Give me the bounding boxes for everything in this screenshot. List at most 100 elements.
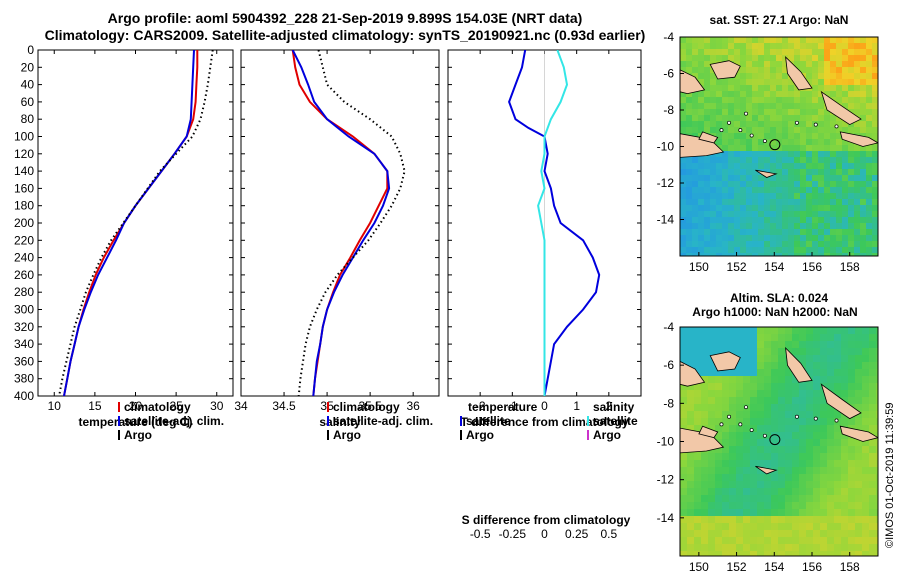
sla_map-cell [827, 467, 835, 475]
sst_map-cell [872, 37, 878, 44]
sla_map-cell [743, 551, 751, 556]
sla_map-cell [771, 544, 779, 552]
sst_map-cell [704, 37, 711, 44]
sst_map-cell [848, 145, 855, 152]
sst_map-cell [854, 103, 861, 110]
sst_map-cell [830, 253, 837, 256]
sst_map-cell [860, 175, 867, 182]
sst_map-cell [746, 211, 753, 218]
sst_map-cell [806, 139, 813, 146]
sst_map-cell [740, 79, 747, 86]
sst_map-cell [686, 55, 693, 62]
sla_map-cell [687, 537, 695, 545]
sla_map-xtick-label: 156 [802, 560, 822, 574]
sst_map-cell [866, 247, 873, 254]
sla_map-cell [813, 425, 821, 433]
sla_map-cell [841, 369, 849, 377]
sla_map-cell [869, 369, 877, 377]
sst_map-cell [740, 223, 747, 230]
sla_map-cell [869, 383, 877, 391]
sst_map-cell [860, 247, 867, 254]
sst_map-cell [752, 55, 759, 62]
sst_map-cell [794, 103, 801, 110]
sla_map-cell [862, 390, 870, 398]
sst_map-cell [854, 247, 861, 254]
sla_map-cell [708, 544, 716, 552]
sla_map-cell [757, 537, 765, 545]
sst_map-cell [800, 253, 807, 256]
sst_map-cell [854, 127, 861, 134]
sla_map-islet [762, 433, 767, 438]
sla_map-cell [715, 397, 723, 405]
sla_map-cell [876, 348, 878, 356]
sla_map-cell [792, 495, 800, 503]
sla_map-cell [757, 530, 765, 538]
sla_map-cell [848, 418, 856, 426]
sst_map-cell [866, 241, 873, 248]
sst_map-cell [788, 55, 795, 62]
sla_map-islet [813, 416, 818, 421]
depth-tick-label: 380 [14, 372, 34, 386]
sst_map-cell [770, 103, 777, 110]
sla_map-cell [792, 551, 800, 556]
sla_map-cell [806, 425, 814, 433]
sla_map-cell [757, 418, 765, 426]
sla_map-cell [806, 516, 814, 524]
sla_map-cell [841, 467, 849, 475]
sst_map-cell [812, 97, 819, 104]
sla_map-cell [820, 481, 828, 489]
sst_map-cell [788, 163, 795, 170]
sst_map-cell [782, 79, 789, 86]
sst_map-cell [812, 175, 819, 182]
sst_map-cell [710, 49, 717, 56]
sla_map-cell [862, 404, 870, 412]
sla_map-cell [764, 355, 772, 363]
sla_map-cell [757, 411, 765, 419]
difference-line-salinity-satellite [537, 50, 569, 396]
sst_map-cell [734, 97, 741, 104]
sst_map-cell [794, 97, 801, 104]
sst_map-cell [710, 169, 717, 176]
sla_map-cell [729, 544, 737, 552]
sst_map-cell [854, 157, 861, 164]
sst_map-cell [812, 61, 819, 68]
sst_map-cell [800, 139, 807, 146]
sst_map-cell [836, 121, 843, 128]
sst_map-cell [818, 55, 825, 62]
sst_map-cell [812, 85, 819, 92]
sla_map-cell [862, 488, 870, 496]
sst-map-title: sat. SST: 27.1 Argo: NaN [710, 13, 849, 27]
sla_map-cell [820, 551, 828, 556]
sst_map-cell [788, 235, 795, 242]
sla_map-cell [694, 397, 702, 405]
sst_map-cell [680, 235, 687, 242]
sla_map-cell [820, 460, 828, 468]
sst_map-cell [800, 55, 807, 62]
sla_map-cell [680, 341, 688, 349]
sla_map-cell [799, 453, 807, 461]
sla_map-cell [806, 341, 814, 349]
sst_map-cell [710, 235, 717, 242]
sla_map-cell [764, 432, 772, 440]
sla_map-cell [827, 530, 835, 538]
sst_map-cell [872, 115, 878, 122]
sla_map-cell [701, 488, 709, 496]
sla_map-cell [687, 341, 695, 349]
sla_map-cell [736, 523, 744, 531]
sla_map-cell [848, 509, 856, 517]
sst_map-cell [818, 49, 825, 56]
sst_map-cell [758, 199, 765, 206]
sst_map-cell [842, 217, 849, 224]
sla_map-cell [757, 432, 765, 440]
sla_map-cell [869, 460, 877, 468]
sla_map-cell [778, 516, 786, 524]
sst_map-cell [752, 85, 759, 92]
sla_map-cell [757, 348, 765, 356]
sla_map-cell [729, 537, 737, 545]
sla_map-cell [841, 418, 849, 426]
sla_map-cell [806, 327, 814, 335]
sst_map-cell [866, 79, 873, 86]
sst_map-cell [806, 193, 813, 200]
sst_map-cell [764, 103, 771, 110]
sst_map-cell [740, 43, 747, 50]
